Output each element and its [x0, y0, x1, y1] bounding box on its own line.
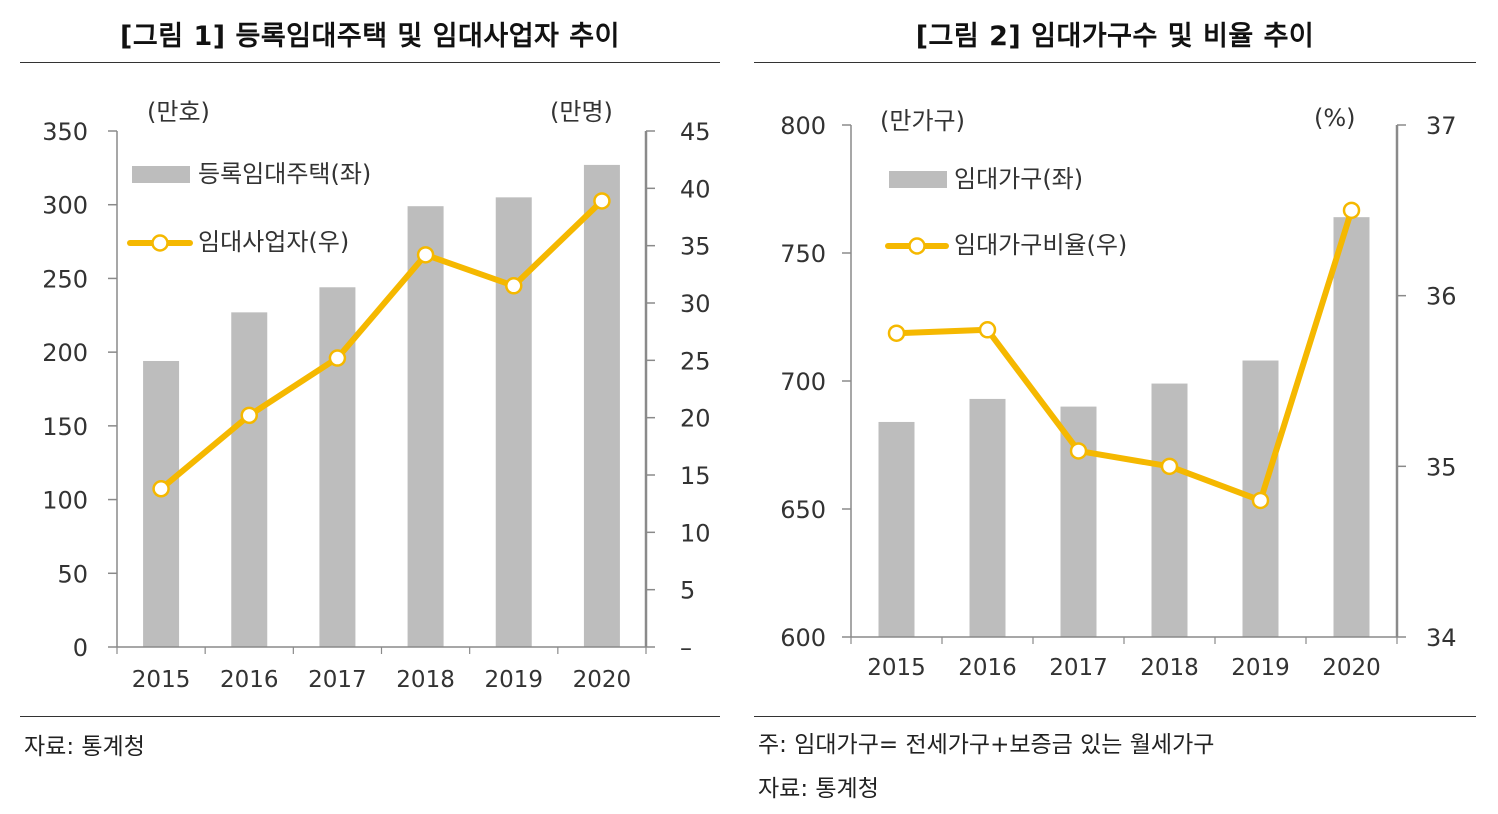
bar-2020 [583, 164, 620, 647]
left-axis-unit: (만가구) [880, 107, 965, 135]
figure-2-source: 자료: 통계청 [758, 776, 879, 802]
figure-2-top-rule [754, 62, 1476, 63]
line-point-2019 [1251, 491, 1270, 510]
legend-line-marker [151, 234, 169, 252]
line-point-2017 [1069, 442, 1088, 460]
left-axis-unit: (만호) [147, 98, 210, 126]
line-point-2015 [152, 480, 170, 498]
bar-2016 [969, 398, 1006, 637]
figure-2-bottom-rule [754, 716, 1476, 717]
left-axis-tick-label: 800 [780, 112, 826, 140]
line-point-2020 [1342, 201, 1361, 220]
left-axis-tick-label: 150 [42, 413, 88, 441]
left-axis-tick-label: 750 [780, 240, 826, 268]
right-axis-unit: (만명) [550, 98, 613, 126]
bar-2020 [1333, 217, 1370, 637]
figure-2-note: 주: 임대가구= 전세가구+보증금 있는 월세가구 [758, 732, 1215, 758]
x-axis-label-2020: 2020 [1322, 655, 1381, 681]
line-point-2016 [240, 406, 258, 425]
figure-2-panel: [그림 2] 임대가구수 및 비율 추이 600 650 700 750 800 34 35… [754, 0, 1476, 814]
x-axis-label-2016: 2016 [220, 667, 279, 693]
x-axis-label-2015: 2015 [132, 667, 191, 693]
right-axis-tick-label: 35 [680, 233, 711, 261]
figure-1-top-rule [20, 62, 720, 63]
right-axis-tick-label: 34 [1426, 624, 1457, 652]
bar-2015 [878, 421, 915, 637]
left-axis-tick-label: 700 [780, 368, 826, 396]
bar-2018 [1151, 383, 1188, 637]
right-axis-tick-label: 25 [680, 347, 711, 375]
bar-2015 [143, 360, 180, 647]
right-axis-tick-label: 37 [1426, 112, 1457, 140]
x-axis-label-2018: 2018 [1140, 655, 1199, 681]
left-axis-tick-label: 50 [57, 560, 88, 588]
right-axis-tick-label: 36 [1426, 283, 1457, 311]
figure-1-bottom-rule [20, 716, 720, 717]
line-point-2020 [593, 192, 611, 210]
line-series [893, 207, 1355, 504]
bar-2016 [231, 312, 268, 647]
legend-bar-swatch [132, 166, 190, 183]
legend-bar-swatch [889, 171, 947, 188]
left-axis-tick-label: 300 [42, 192, 88, 220]
right-axis-tick-label: 10 [680, 519, 711, 547]
legend-bar-label: 임대가구(좌) [954, 165, 1083, 193]
left-axis-tick-label: 200 [42, 339, 88, 367]
left-axis-tick-label: 0 [73, 634, 88, 662]
left-axis-tick-label: 600 [780, 624, 826, 652]
left-axis-tick-label: 350 [42, 118, 88, 146]
figure-1-chart: 0 50 100 150 200 250 300 350 – 5 10 15 20 25 30 35 40 45 2… [42, 98, 711, 693]
figure-2-chart: 600 650 700 750 800 34 35 36 37 2015 2016 2017 2018 2… [780, 104, 1457, 681]
legend-bar-label: 등록임대주택(좌) [198, 160, 371, 188]
legend-line-label: 임대가구비율(우) [954, 231, 1127, 259]
x-axis-label-2019: 2019 [1231, 655, 1290, 681]
right-axis-tick-label: 45 [680, 118, 711, 146]
line-point-2018 [416, 246, 435, 264]
figure-2-title: [그림 2] 임대가구수 및 비율 추이 [915, 21, 1315, 52]
x-axis-label-2020: 2020 [573, 667, 632, 693]
right-axis-tick-label: 30 [680, 290, 711, 318]
figure-1-panel: [그림 1] 등록임대주택 및 임대사업자 추이 0 50 100 150 200 250… [20, 0, 720, 814]
line-point-2018 [1160, 457, 1179, 476]
x-axis-label-2018: 2018 [396, 667, 455, 693]
x-axis-label-2017: 2017 [308, 667, 367, 693]
line-point-2017 [328, 349, 347, 367]
right-axis-tick-label: 40 [680, 175, 711, 203]
x-axis-label-2019: 2019 [484, 667, 543, 693]
right-axis-tick-label: 20 [680, 405, 711, 433]
legend-line-marker [908, 237, 926, 255]
right-axis-tick-label: 15 [680, 462, 711, 490]
bar-2017 [1060, 406, 1097, 637]
x-axis-label-2017: 2017 [1049, 655, 1108, 681]
right-axis-unit: (%) [1314, 104, 1356, 132]
bar-2018 [407, 206, 444, 647]
line-point-2015 [887, 324, 906, 342]
figure-1-source: 자료: 통계청 [24, 734, 145, 760]
left-axis-tick-label: 250 [42, 265, 88, 293]
right-axis-tick-label: 5 [680, 577, 695, 605]
figure-1-title: [그림 1] 등록임대주택 및 임대사업자 추이 [120, 21, 620, 52]
left-axis-tick-label: 100 [42, 487, 88, 515]
right-axis-tick-label: – [680, 634, 692, 662]
x-axis-label-2016: 2016 [958, 655, 1017, 681]
line-series [158, 197, 605, 492]
x-axis-label-2015: 2015 [867, 655, 926, 681]
left-axis-tick-label: 650 [780, 496, 826, 524]
legend-line-label: 임대사업자(우) [198, 228, 349, 256]
line-point-2016 [978, 321, 997, 339]
line-point-2019 [505, 277, 523, 295]
right-axis-tick-label: 35 [1426, 453, 1457, 481]
bar-2019 [495, 197, 532, 648]
